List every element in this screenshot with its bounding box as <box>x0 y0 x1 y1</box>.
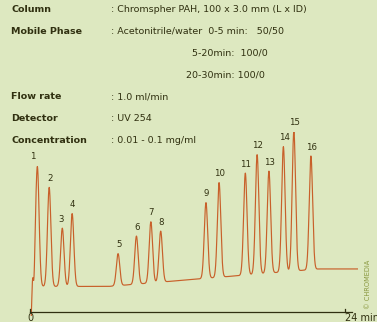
Text: 24 min: 24 min <box>345 313 377 322</box>
Text: 13: 13 <box>264 158 275 167</box>
Text: Mobile Phase: Mobile Phase <box>11 27 82 36</box>
Text: 2: 2 <box>47 174 52 183</box>
Text: 10: 10 <box>214 169 225 178</box>
Text: Flow rate: Flow rate <box>11 92 62 101</box>
Text: 15: 15 <box>289 118 300 127</box>
Text: 14: 14 <box>279 133 290 142</box>
Text: 6: 6 <box>134 223 140 232</box>
Text: 9: 9 <box>204 189 209 198</box>
Text: 7: 7 <box>149 208 154 217</box>
Text: 12: 12 <box>252 141 263 150</box>
Text: 5: 5 <box>116 240 121 249</box>
Text: 0: 0 <box>27 313 33 322</box>
Text: 5-20min:  100/0: 5-20min: 100/0 <box>111 49 268 58</box>
Text: 11: 11 <box>241 160 251 169</box>
Text: : 1.0 ml/min: : 1.0 ml/min <box>111 92 169 101</box>
Text: : Acetonitrile/water  0-5 min:   50/50: : Acetonitrile/water 0-5 min: 50/50 <box>111 27 284 36</box>
Text: © CHROMEDIA: © CHROMEDIA <box>365 260 371 309</box>
Text: : UV 254: : UV 254 <box>111 114 152 123</box>
Text: 8: 8 <box>159 218 164 227</box>
Text: Detector: Detector <box>11 114 58 123</box>
Text: 20-30min: 100/0: 20-30min: 100/0 <box>111 71 265 80</box>
Text: : 0.01 - 0.1 mg/ml: : 0.01 - 0.1 mg/ml <box>111 136 196 145</box>
Text: 1: 1 <box>30 152 35 161</box>
Text: 16: 16 <box>306 143 317 152</box>
Text: Column: Column <box>11 5 51 14</box>
Text: Concentration: Concentration <box>11 136 87 145</box>
Text: 3: 3 <box>58 215 64 224</box>
Text: : Chromspher PAH, 100 x 3.0 mm (L x ID): : Chromspher PAH, 100 x 3.0 mm (L x ID) <box>111 5 307 14</box>
Text: 4: 4 <box>70 200 75 209</box>
